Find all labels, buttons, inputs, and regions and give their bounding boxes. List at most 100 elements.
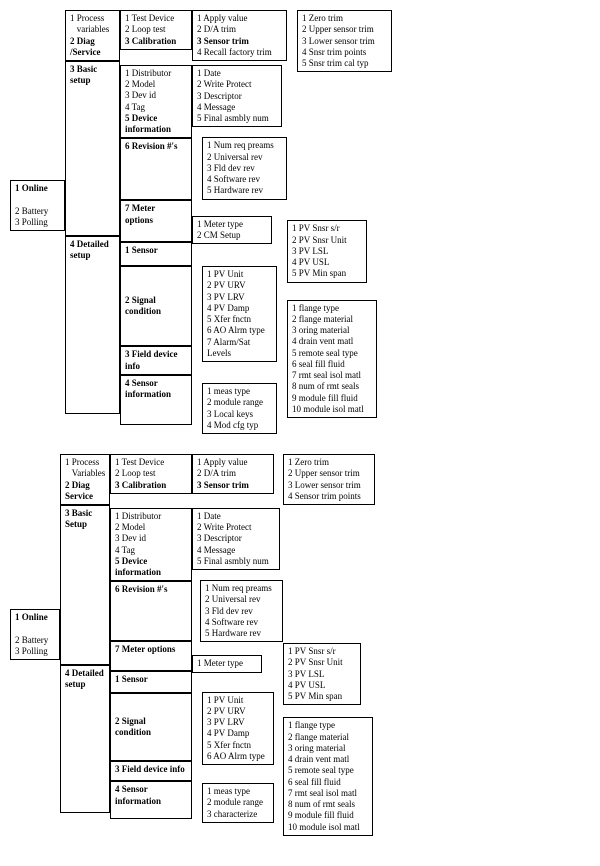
menu-item: condition bbox=[125, 306, 161, 317]
menu-item: 4 Recall factory trim bbox=[197, 47, 282, 58]
box-process: 1 Process variables2 Diag/Service bbox=[65, 10, 120, 61]
menu-item: 4 drain vent matl bbox=[288, 754, 368, 765]
menu-item: 3 Lower sensor trim bbox=[302, 36, 387, 47]
menu-item: 6 seal fill fluid bbox=[292, 359, 372, 370]
menu-item: 1 meas type bbox=[207, 386, 272, 397]
menu-item: 3 Basic bbox=[65, 508, 105, 519]
menu-item: 1 meas type bbox=[207, 786, 269, 797]
menu-item: /Service bbox=[70, 47, 115, 58]
box-sensor-information: 4 Sensorinformation bbox=[120, 375, 192, 425]
box-basic-setup: 3 BasicSetup bbox=[60, 505, 110, 665]
menu-item: 5 Device bbox=[115, 556, 187, 567]
menu-item: 1 Process bbox=[65, 457, 105, 468]
col-2: 1 Process Variables2 DiagService 3 Basic… bbox=[60, 454, 110, 813]
menu-item: 3 Descriptor bbox=[197, 91, 277, 102]
menu-item: setup bbox=[70, 250, 115, 261]
menu-item: 1 Sensor bbox=[115, 674, 187, 685]
menu-item: 7 Meter bbox=[125, 203, 187, 214]
menu-item: 2 PV URV bbox=[207, 280, 272, 291]
menu-item: 2 D/A trim bbox=[197, 24, 282, 35]
menu-item: Service bbox=[65, 491, 105, 502]
menu-item: 3 Fld dev rev bbox=[205, 606, 278, 617]
menu-item: 4 Detailed bbox=[70, 239, 115, 250]
menu-item: 6 AO Alrm type bbox=[207, 325, 272, 336]
menu-item: 2 PV Snsr Unit bbox=[292, 235, 362, 246]
col-3: 1 Test Device2 Loop test3 Calibration 1 … bbox=[120, 10, 192, 425]
menu-item: 6 Revision #'s bbox=[115, 584, 187, 595]
menu-item: 4 PV USL bbox=[288, 680, 356, 691]
menu-item: 4 PV Damp bbox=[207, 303, 272, 314]
box-date: 1 Date2 Write Protect3 Descriptor4 Messa… bbox=[192, 508, 280, 570]
menu-item: 1 PV Snsr s/r bbox=[288, 646, 356, 657]
menu-item: 3 Descriptor bbox=[197, 533, 275, 544]
menu-item: 4 drain vent matl bbox=[292, 336, 372, 347]
menu-item: 4 Mod cfg typ bbox=[207, 420, 272, 431]
menu-item: 5 Device bbox=[125, 113, 187, 124]
menu-item: 4 Tag bbox=[125, 102, 187, 113]
menu-item: 3 characterize bbox=[207, 809, 269, 820]
menu-item: information bbox=[115, 567, 187, 578]
menu-item: 1 Sensor bbox=[125, 245, 187, 256]
menu-item: 1 Date bbox=[197, 68, 277, 79]
menu-item: 1 Online bbox=[15, 183, 60, 194]
menu-item: 2 Diag bbox=[70, 36, 115, 47]
menu-item: 2 Upper sensor trim bbox=[288, 468, 370, 479]
menu-item: info bbox=[125, 361, 187, 372]
menu-item: 9 module fill fluid bbox=[292, 393, 372, 404]
menu-item: 1 Num req preams bbox=[207, 140, 282, 151]
menu-item: 5 Hardware rev bbox=[207, 185, 282, 196]
menu-item: 2 Loop test bbox=[125, 24, 187, 35]
menu-item: 3 PV LRV bbox=[207, 292, 272, 303]
menu-item: 1 Test Device bbox=[115, 457, 187, 468]
menu-item: 4 Message bbox=[197, 102, 277, 113]
box-zero-trim: 1 Zero trim2 Upper sensor trim3 Lower se… bbox=[297, 10, 392, 72]
menu-item: 10 module isol matl bbox=[292, 404, 372, 415]
menu-item: 3 Sensor trim bbox=[197, 36, 282, 47]
box-field-device-info: 3 Field device info bbox=[110, 761, 192, 781]
menu-item: 3 Field device info bbox=[115, 764, 187, 775]
box-online: 1 Online 2 Battery3 Polling bbox=[10, 180, 65, 231]
menu-item: 1 PV Unit bbox=[207, 269, 272, 280]
menu-item: 3 PV LRV bbox=[207, 717, 269, 728]
box-basic-setup: 3 Basicsetup bbox=[65, 61, 120, 236]
menu-item: 5 Hardware rev bbox=[205, 628, 278, 639]
menu-item: 5 Final asmbly num bbox=[197, 556, 275, 567]
box-pv-unit: 1 PV Unit2 PV URV3 PV LRV4 PV Damp5 Xfer… bbox=[202, 266, 277, 362]
menu-item: 1 Test Device bbox=[125, 13, 187, 24]
menu-item: 2 Loop test bbox=[115, 468, 187, 479]
menu-item: variables bbox=[70, 24, 115, 35]
menu-item: 2 flange material bbox=[288, 732, 368, 743]
menu-item: 1 Distributor bbox=[125, 68, 187, 79]
menu-item: 3 Polling bbox=[15, 217, 60, 228]
menu-item: 2 Write Protect bbox=[197, 522, 275, 533]
menu-item: 3 Calibration bbox=[115, 480, 187, 491]
box-distributor: 1 Distributor2 Model3 Dev id4 Tag5 Devic… bbox=[120, 65, 192, 139]
col-2: 1 Process variables2 Diag/Service 3 Basi… bbox=[65, 10, 120, 414]
menu-item bbox=[15, 623, 55, 634]
menu-item: setup bbox=[70, 75, 115, 86]
menu-item: 2 module range bbox=[207, 397, 272, 408]
menu-item: 2 Upper sensor trim bbox=[302, 24, 387, 35]
menu-item: 3 PV LSL bbox=[288, 669, 356, 680]
menu-item: 9 module fill fluid bbox=[288, 810, 368, 821]
menu-item: Levels bbox=[207, 348, 272, 359]
menu-item: 6 seal fill fluid bbox=[288, 777, 368, 788]
menu-item: 5 Xfer fnctn bbox=[207, 314, 272, 325]
box-revision: 6 Revision #'s bbox=[120, 138, 192, 200]
box-meas-type: 1 meas type2 module range3 characterize bbox=[202, 783, 274, 823]
menu-item: 3 oring material bbox=[292, 325, 372, 336]
menu-item: 1 Apply value bbox=[197, 13, 282, 24]
menu-item: 2 Write Protect bbox=[197, 79, 277, 90]
menu-item: 1 Meter type bbox=[197, 219, 267, 230]
menu-item: 4 Message bbox=[197, 545, 275, 556]
menu-item: 3 Dev id bbox=[115, 533, 187, 544]
col-5: 1 Zero trim2 Upper sensor trim3 Lower se… bbox=[287, 10, 392, 418]
box-meas-type: 1 meas type2 module range3 Local keys4 M… bbox=[202, 383, 277, 434]
menu-item: 4 Software rev bbox=[205, 617, 278, 628]
menu-item: 2 Signal bbox=[125, 295, 161, 306]
box-meter-type: 1 Meter type bbox=[192, 655, 262, 672]
box-detailed-setup: 4 Detailedsetup bbox=[65, 236, 120, 414]
menu-item: information bbox=[115, 796, 187, 807]
menu-item: 3 Sensor trim bbox=[197, 480, 269, 491]
col-4: 1 Apply value2 D/A trim3 Sensor trim4 Re… bbox=[192, 10, 287, 434]
